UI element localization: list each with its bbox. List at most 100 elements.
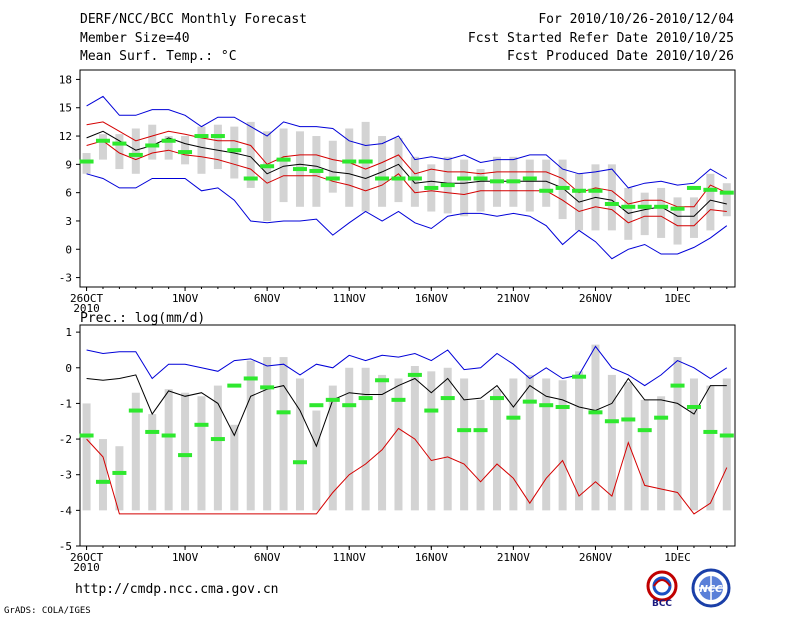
bcc-logo: BCC bbox=[642, 568, 682, 608]
spread-bar bbox=[82, 403, 91, 511]
median-marker bbox=[654, 415, 669, 420]
x-tick-label: 1DEC bbox=[664, 292, 691, 305]
y-tick-label: -3 bbox=[59, 469, 72, 482]
spread-bar bbox=[164, 136, 173, 160]
median-marker bbox=[79, 159, 94, 164]
y-tick-label: 0 bbox=[65, 243, 72, 256]
spread-bar bbox=[345, 128, 354, 207]
spread-bar bbox=[525, 374, 534, 511]
median-marker bbox=[95, 479, 110, 484]
spread-bar bbox=[525, 159, 534, 212]
x-tick-label: 26OCT bbox=[70, 551, 103, 564]
median-marker bbox=[391, 397, 406, 402]
temperature-panel: -3 0 3 6 9 12 15 18 26OCT 1NOV 6NOV 11NOV 16NOV 21NOV… bbox=[59, 69, 736, 315]
y-tick-label: 12 bbox=[59, 130, 72, 143]
median-marker bbox=[703, 187, 718, 192]
spread-bar bbox=[279, 128, 288, 203]
median-marker bbox=[128, 408, 143, 413]
spread-bar bbox=[115, 134, 124, 170]
median-marker bbox=[424, 185, 439, 190]
median-marker bbox=[194, 422, 209, 427]
median-marker bbox=[588, 410, 603, 415]
spread-bar bbox=[542, 378, 551, 511]
median-marker bbox=[227, 148, 242, 153]
spread-bar bbox=[410, 156, 419, 207]
spread-bar bbox=[722, 183, 731, 217]
median-marker bbox=[178, 150, 193, 155]
spread-bar bbox=[98, 439, 107, 511]
forecast-produced-date: Fcst Produced Date 2010/10/26 bbox=[507, 49, 734, 64]
median-marker bbox=[670, 383, 685, 388]
y-tick-label: -3 bbox=[59, 272, 72, 285]
median-marker bbox=[407, 372, 422, 377]
median-marker bbox=[194, 134, 209, 139]
spread-bar bbox=[476, 169, 485, 212]
plot-frame bbox=[79, 69, 736, 288]
median-marker bbox=[555, 404, 570, 409]
max-line bbox=[86, 345, 728, 387]
median-marker bbox=[686, 185, 701, 190]
median-marker bbox=[654, 204, 669, 209]
spread-bar bbox=[706, 173, 715, 231]
spread-bar bbox=[328, 140, 337, 193]
spread-bar bbox=[427, 371, 436, 511]
spread-bar bbox=[394, 137, 403, 203]
spread-bar bbox=[345, 367, 354, 511]
spread-bar bbox=[657, 396, 666, 511]
spread-bar bbox=[246, 121, 255, 188]
upper-line bbox=[86, 121, 728, 208]
spread-bar bbox=[443, 367, 452, 511]
spread-bar bbox=[312, 410, 321, 511]
mean-line bbox=[86, 374, 727, 448]
spread-bar bbox=[673, 357, 682, 511]
median-marker bbox=[407, 176, 422, 181]
spread-bar bbox=[197, 396, 206, 511]
y-tick-label: -4 bbox=[59, 504, 73, 517]
grads-credit: GrADS: COLA/IGES bbox=[4, 606, 91, 616]
x-tick-label: 21NOV bbox=[497, 551, 530, 564]
chart-title: DERF/NCC/BCC Monthly Forecast bbox=[80, 12, 307, 27]
y-tick-label: 3 bbox=[65, 215, 72, 228]
spread-bar bbox=[263, 357, 272, 511]
bcc-logo-text: BCC bbox=[652, 599, 672, 608]
median-marker bbox=[686, 404, 701, 409]
median-marker bbox=[522, 176, 537, 181]
y-tick-label: 6 bbox=[65, 187, 72, 200]
median-marker bbox=[112, 470, 127, 475]
median-marker bbox=[670, 206, 685, 211]
median-marker bbox=[539, 403, 554, 408]
median-marker bbox=[555, 185, 570, 190]
source-url[interactable]: http://cmdp.ncc.cma.gov.cn bbox=[75, 582, 279, 597]
y-tick-label: 0 bbox=[65, 362, 72, 375]
spread-bar bbox=[148, 124, 157, 160]
spread-bar bbox=[460, 159, 469, 217]
median-marker bbox=[161, 433, 176, 438]
spread-bar bbox=[689, 378, 698, 511]
spread-bar bbox=[361, 121, 370, 212]
median-marker bbox=[489, 179, 504, 184]
median-marker bbox=[473, 176, 488, 181]
median-marker bbox=[161, 138, 176, 143]
x-tick-label: 16NOV bbox=[415, 292, 448, 305]
median-marker bbox=[391, 176, 406, 181]
median-marker bbox=[424, 408, 439, 413]
median-marker bbox=[210, 437, 225, 442]
spread-bar bbox=[213, 385, 222, 511]
median-marker bbox=[358, 396, 373, 401]
spread-bar bbox=[689, 197, 698, 238]
median-marker bbox=[95, 138, 110, 143]
spread-bar bbox=[361, 367, 370, 511]
median-marker bbox=[227, 383, 242, 388]
spread-bar bbox=[706, 385, 715, 511]
median-marker bbox=[260, 164, 275, 169]
min-line bbox=[86, 173, 728, 260]
median-marker bbox=[506, 415, 521, 420]
y-tick-label: 15 bbox=[59, 102, 72, 115]
x-year-label: 2010 bbox=[73, 302, 100, 315]
median-marker bbox=[621, 204, 636, 209]
spread-bar bbox=[164, 389, 173, 511]
spread-bar bbox=[98, 134, 107, 160]
variable-label: Mean Surf. Temp.: °C bbox=[80, 49, 237, 64]
median-marker bbox=[375, 378, 390, 383]
